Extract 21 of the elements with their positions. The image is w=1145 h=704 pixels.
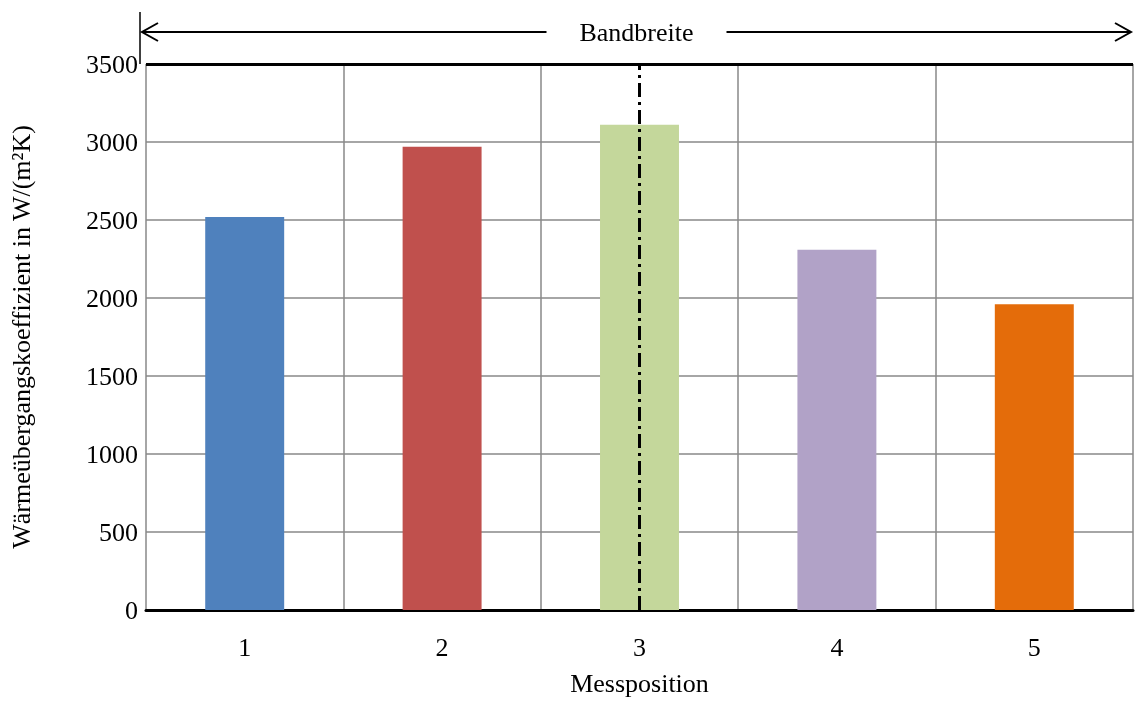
y-tick-label: 500: [99, 517, 138, 547]
y-tick-label: 2500: [86, 205, 138, 235]
y-axis-title: Wärmeübergangskoeffizient in W/(m²K): [6, 125, 36, 549]
bar: [402, 146, 482, 610]
y-tick-label: 3500: [86, 49, 138, 79]
x-tick-label: 4: [830, 632, 844, 662]
y-tick-label: 3000: [86, 127, 138, 157]
y-tick-label: 2000: [86, 283, 138, 313]
bar: [205, 216, 285, 610]
bar: [797, 249, 877, 610]
bar: [600, 124, 679, 610]
y-tick-label: 1000: [86, 439, 138, 469]
y-tick-label: 1500: [86, 361, 138, 391]
x-axis-title: Messposition: [570, 668, 709, 698]
y-tick-label: 0: [125, 595, 138, 625]
x-tick-label: 1: [238, 632, 252, 662]
text: Bandbreite: [579, 17, 694, 47]
x-tick-label: 2: [435, 632, 449, 662]
x-tick-label: 3: [633, 632, 646, 662]
x-tick-label: 5: [1027, 632, 1041, 662]
bar: [994, 304, 1074, 610]
